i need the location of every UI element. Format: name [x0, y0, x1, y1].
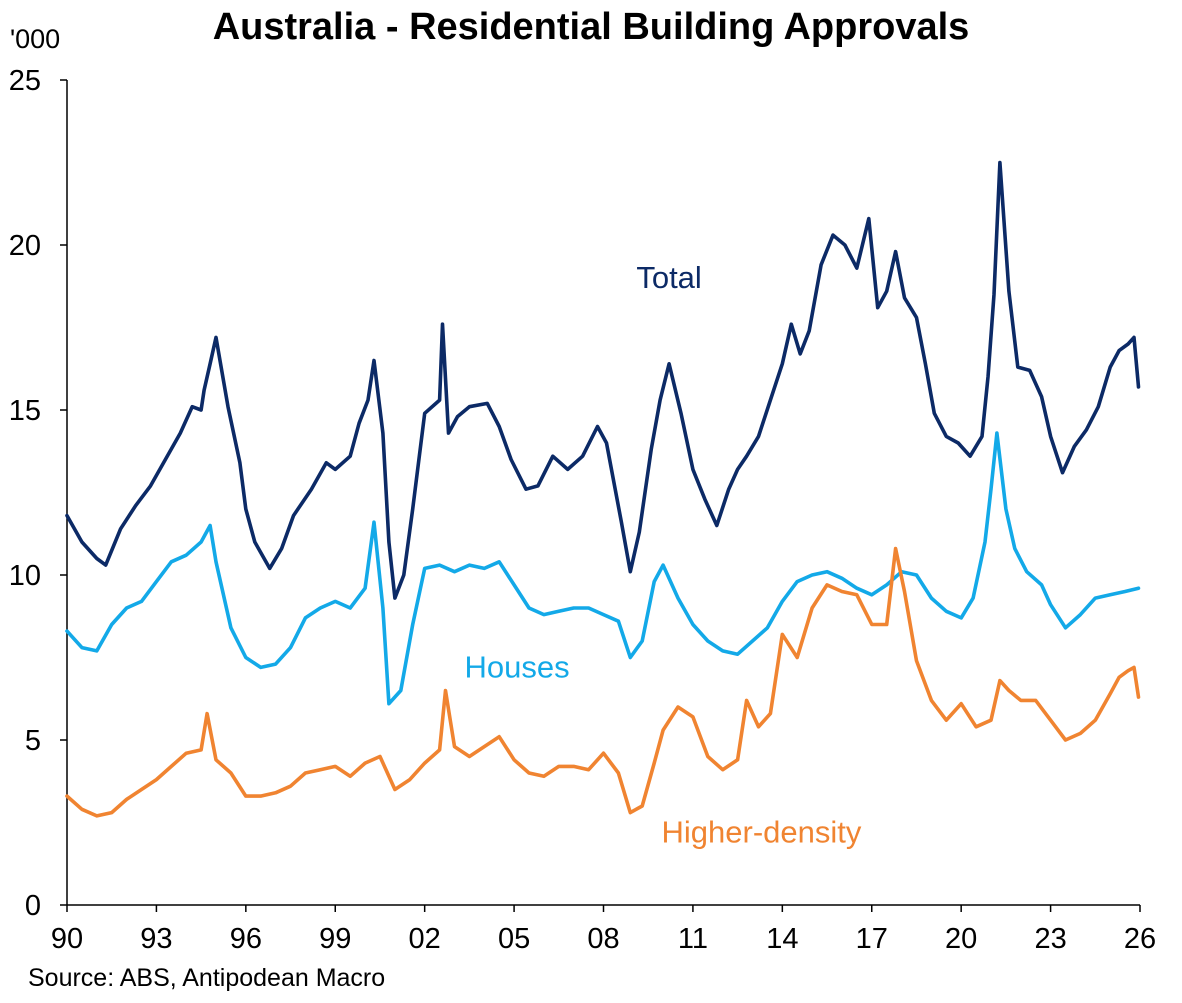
source-note: Source: ABS, Antipodean Macro	[28, 964, 386, 992]
series-line-houses	[65, 431, 1141, 706]
y-tick-label: 15	[9, 395, 41, 427]
series-lines	[65, 160, 1141, 818]
y-axis-unit-label: '000	[10, 24, 61, 54]
x-tick-label: 26	[1124, 923, 1156, 955]
series-labels: Total Houses Higher-density	[465, 260, 862, 849]
x-tick-label: 99	[319, 923, 351, 955]
x-tick-label: 17	[856, 923, 888, 955]
x-tick-label: 23	[1034, 923, 1066, 955]
x-axis: 90 93 96 99 02 05 08 11 14 17 20 23 26	[51, 904, 1156, 955]
series-label-houses: Houses	[465, 649, 570, 684]
series-label-total: Total	[636, 260, 701, 295]
x-tick-label: 93	[140, 923, 172, 955]
x-tick-label: 02	[409, 923, 441, 955]
x-tick-label: 08	[587, 923, 619, 955]
y-tick-label: 10	[9, 560, 41, 592]
y-axis: 0 5 10 15 20 25	[9, 65, 68, 922]
chart-title: Australia - Residential Building Approva…	[212, 6, 970, 48]
y-tick-label: 5	[25, 725, 41, 757]
x-tick-label: 14	[766, 923, 798, 955]
x-tick-label: 11	[678, 923, 708, 955]
x-tick-label: 96	[230, 923, 262, 955]
x-tick-label: 90	[51, 923, 83, 955]
series-line-total	[65, 160, 1141, 600]
series-line-higher-density	[65, 546, 1141, 818]
x-tick-label: 05	[498, 923, 530, 955]
series-label-higher-density: Higher-density	[662, 814, 862, 849]
x-tick-label: 20	[945, 923, 977, 955]
y-tick-label: 20	[9, 230, 41, 262]
y-tick-label: 25	[9, 65, 41, 97]
y-tick-label: 0	[25, 890, 41, 922]
